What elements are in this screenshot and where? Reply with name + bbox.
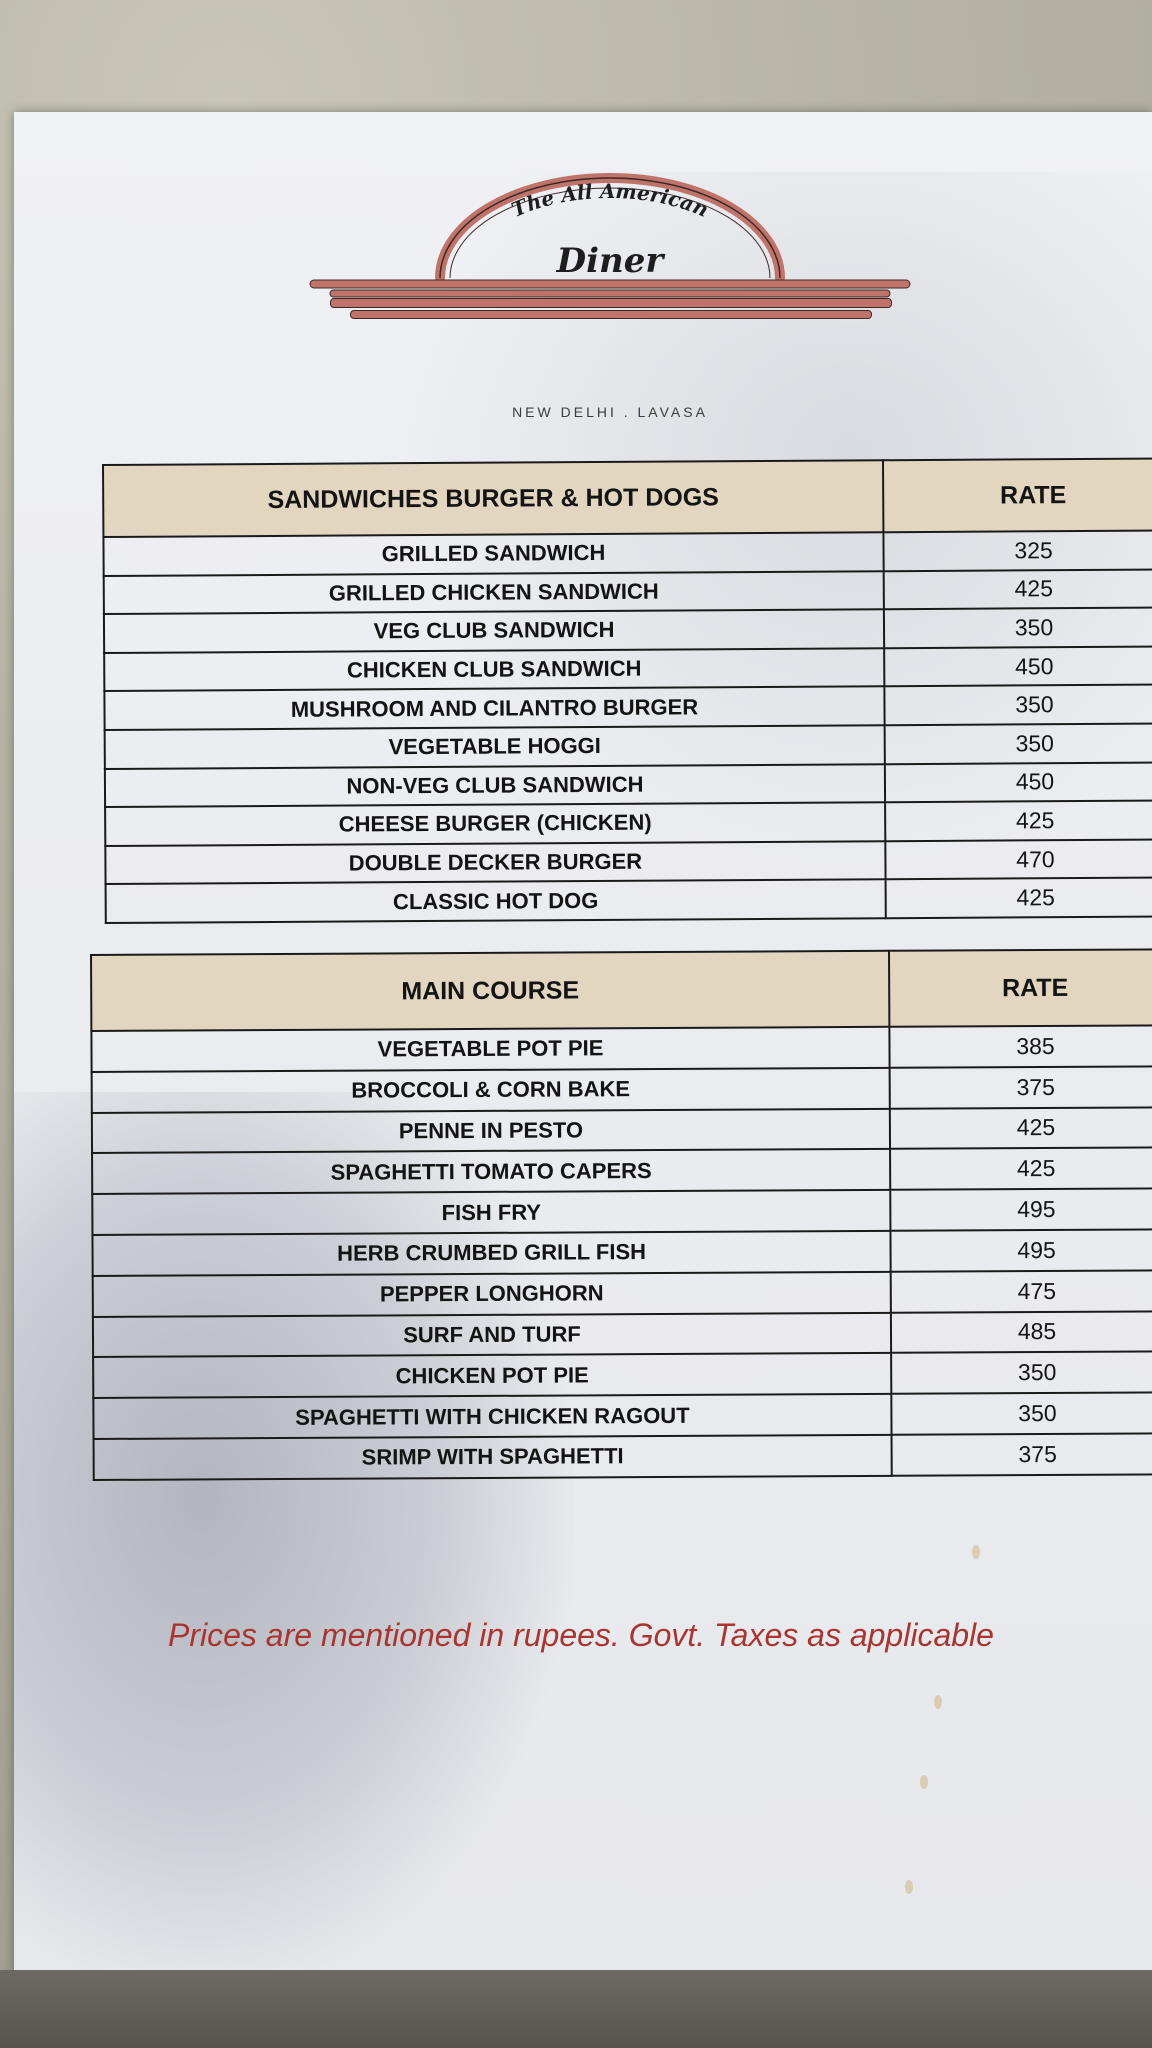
item-name: VEG CLUB SANDWICH	[103, 609, 885, 653]
menu-row: BROCCOLI & CORN BAKE 375	[91, 1066, 1152, 1113]
menu-row: VEG CLUB SANDWICH 350	[103, 607, 1152, 653]
item-name: SPAGHETTI TOMATO CAPERS	[92, 1149, 891, 1195]
menu-row: GRILLED SANDWICH 325	[103, 530, 1152, 576]
item-price: 385	[889, 1025, 1152, 1068]
rate-header: RATE	[888, 949, 1152, 1027]
menu-row: GRILLED CHICKEN SANDWICH 425	[103, 568, 1152, 615]
item-price: 495	[890, 1229, 1152, 1272]
item-price: 350	[884, 684, 1152, 726]
item-price: 350	[891, 1392, 1152, 1435]
item-price: 485	[890, 1310, 1152, 1354]
item-price: 475	[890, 1270, 1152, 1313]
logo-locations: NEW DELHI . LAVASA	[512, 404, 708, 420]
menu-row: NON-VEG CLUB SANDWICH 450	[104, 761, 1152, 808]
item-name: CLASSIC HOT DOG	[105, 879, 886, 923]
menu-row: SPAGHETTI TOMATO CAPERS 425	[92, 1147, 1152, 1195]
menu-row: FISH FRY 495	[92, 1188, 1152, 1235]
menu-row: HERB CRUMBED GRILL FISH 495	[92, 1229, 1152, 1276]
menu-row: CHICKEN CLUB SANDWICH 450	[104, 646, 1152, 692]
item-name: PENNE IN PESTO	[91, 1108, 891, 1154]
main-course-rows: VEGETABLE POT PIE 385 BROCCOLI & CORN BAKE…	[91, 1025, 1152, 1480]
menu-row: PEPPER LONGHORN 475	[92, 1270, 1152, 1317]
item-price: 425	[889, 1106, 1152, 1150]
item-price: 495	[890, 1188, 1152, 1231]
menu-row: CHICKEN POT PIE 350	[93, 1351, 1152, 1399]
menu-row: DOUBLE DECKER BURGER 470	[105, 839, 1152, 885]
item-price: 425	[890, 1147, 1152, 1191]
menu-row: SURF AND TURF 485	[92, 1310, 1152, 1358]
stain	[905, 1880, 913, 1894]
item-price: 375	[889, 1066, 1152, 1109]
item-name: MUSHROOM AND CILANTRO BURGER	[104, 686, 885, 730]
item-name: NON-VEG CLUB SANDWICH	[104, 763, 886, 808]
main-course-table: MAIN COURSE RATE VEGETABLE POT PIE 385 BRO…	[90, 948, 1152, 1480]
sandwiches-header: SANDWICHES BURGER & HOT DOGS	[103, 460, 884, 537]
floor-strip	[0, 1970, 1152, 2048]
item-price: 425	[885, 800, 1152, 841]
item-price: 350	[883, 607, 1152, 649]
item-name: GRILLED SANDWICH	[103, 532, 884, 576]
item-price: 350	[891, 1351, 1152, 1394]
item-name: VEGETABLE HOGGI	[104, 725, 885, 769]
logo-stripe	[350, 310, 872, 319]
item-name: CHICKEN POT PIE	[93, 1353, 892, 1399]
item-price: 350	[884, 723, 1152, 764]
item-name: FISH FRY	[92, 1190, 891, 1235]
logo-main-text: Diner	[556, 241, 666, 281]
stain	[972, 1545, 980, 1559]
menu-row: VEGETABLE HOGGI 350	[104, 723, 1152, 769]
item-price: 450	[884, 761, 1152, 803]
sandwiches-rows: GRILLED SANDWICH 325 GRILLED CHICKEN SANDW…	[103, 530, 1152, 923]
item-price: 470	[885, 839, 1152, 880]
menu-row: SRIMP WITH SPAGHETTI 375	[93, 1433, 1152, 1480]
menu-row: CLASSIC HOT DOG 425	[105, 877, 1152, 923]
sandwiches-table: SANDWICHES BURGER & HOT DOGS RATE GRILLE…	[102, 457, 1152, 924]
item-name: VEGETABLE POT PIE	[91, 1026, 890, 1072]
price-note: Prices are mentioned in rupees. Govt. Ta…	[168, 1617, 994, 1653]
menu-row: CHEESE BURGER (CHICKEN) 425	[105, 800, 1152, 846]
item-name: DOUBLE DECKER BURGER	[105, 840, 886, 885]
item-name: SRIMP WITH SPAGHETTI	[93, 1434, 892, 1480]
item-name: SURF AND TURF	[92, 1312, 892, 1358]
stain	[934, 1695, 942, 1709]
item-price: 425	[885, 877, 1152, 919]
item-name: HERB CRUMBED GRILL FISH	[92, 1230, 891, 1276]
menu-row: SPAGHETTI WITH CHICKEN RAGOUT 350	[93, 1392, 1152, 1439]
diner-logo-graphic: The All American Diner	[309, 173, 911, 298]
menu-row: PENNE IN PESTO 425	[91, 1106, 1152, 1154]
item-name: CHEESE BURGER (CHICKEN)	[105, 802, 886, 846]
item-price: 450	[884, 646, 1152, 687]
item-name: PEPPER LONGHORN	[92, 1271, 891, 1317]
menu-row: MUSHROOM AND CILANTRO BURGER 350	[104, 684, 1152, 730]
logo-stripe	[330, 298, 892, 308]
item-name: CHICKEN CLUB SANDWICH	[104, 648, 885, 692]
stain	[920, 1775, 928, 1789]
item-name: SPAGHETTI WITH CHICKEN RAGOUT	[93, 1393, 892, 1439]
menu-row: VEGETABLE POT PIE 385	[91, 1025, 1152, 1072]
diner-logo: The All American Diner	[290, 160, 930, 340]
item-price: 425	[883, 568, 1152, 610]
item-name: GRILLED CHICKEN SANDWICH	[103, 570, 884, 615]
rate-header: RATE	[882, 458, 1152, 533]
item-price: 375	[891, 1433, 1152, 1476]
item-name: BROCCOLI & CORN BAKE	[91, 1067, 890, 1113]
main-course-header: MAIN COURSE	[91, 950, 890, 1031]
item-price: 325	[883, 530, 1152, 571]
